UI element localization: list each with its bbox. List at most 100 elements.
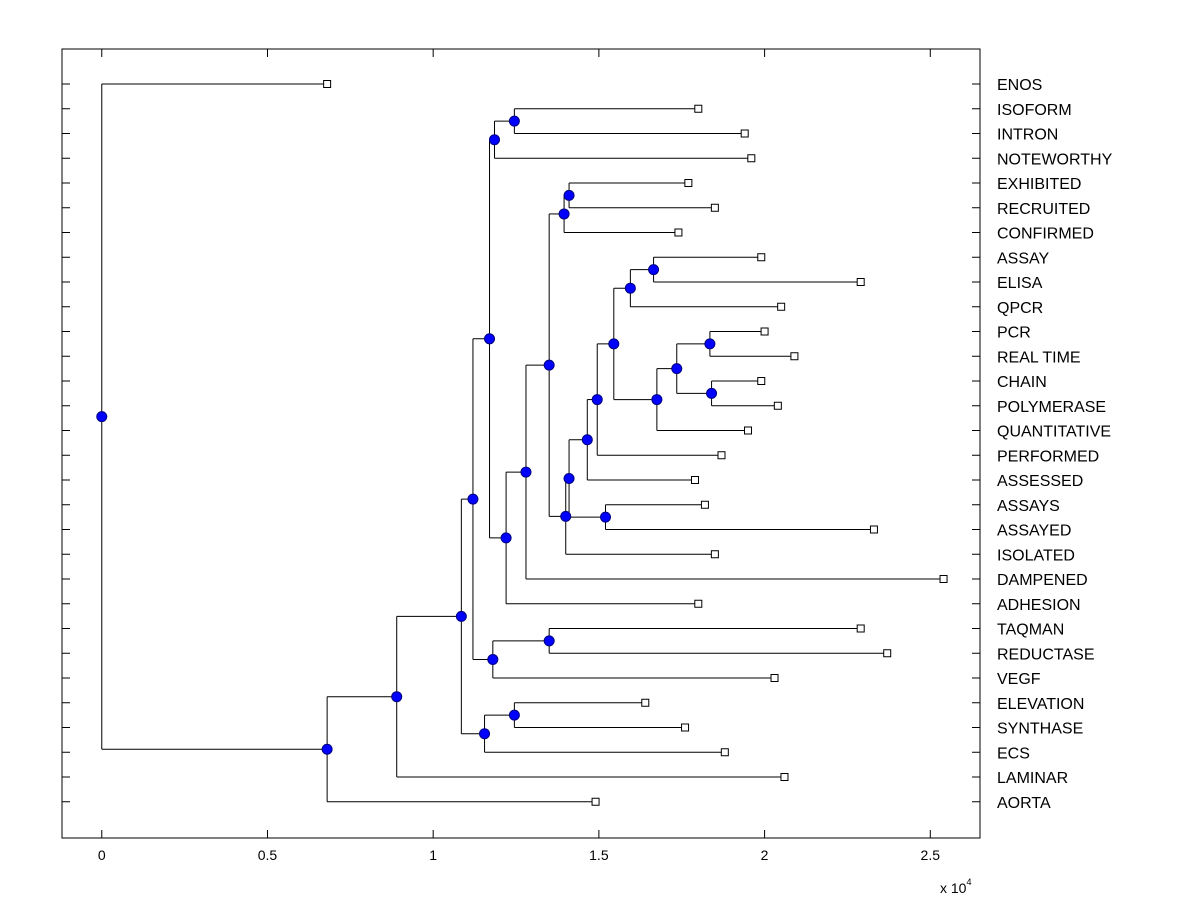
node-marker-n_dampened xyxy=(520,466,532,478)
node-marker-n_adhesion xyxy=(500,532,512,544)
leaf-label-taqman: TAQMAN xyxy=(997,622,1064,639)
leaf-marker-polymerase xyxy=(773,401,782,410)
leaf-label-adhesion: ADHESION xyxy=(997,597,1081,614)
leaf-label-pcr: PCR xyxy=(997,325,1031,342)
leaf-marker-pcr xyxy=(760,327,769,336)
leaf-markers xyxy=(323,80,948,806)
leaf-marker-adhesion xyxy=(694,599,703,608)
leaf-label-aorta: AORTA xyxy=(997,795,1051,812)
node-marker-n_chain_poly xyxy=(706,387,718,399)
node-marker-n_pcr_rt xyxy=(704,338,716,350)
leaf-marker-isoform xyxy=(694,104,703,113)
leaf-label-isoform: ISOFORM xyxy=(997,102,1072,119)
node-marker-n_assessed_assays xyxy=(563,472,575,484)
leaf-marker-reductase xyxy=(883,649,892,658)
leaf-marker-ecs xyxy=(720,748,729,757)
leaf-label-dampened: DAMPENED xyxy=(997,572,1088,589)
node-marker-n_exh_rec xyxy=(563,189,575,201)
node-marker-n_assessed xyxy=(581,434,593,446)
node-marker-n_pcr_chain xyxy=(671,363,683,375)
leaf-marker-aorta xyxy=(591,797,600,806)
node-marker-n_upper xyxy=(484,333,496,345)
leaf-label-laminar: LAMINAR xyxy=(997,770,1068,787)
leaf-label-confirmed: CONFIRMED xyxy=(997,226,1094,243)
node-marker-n_iso_int xyxy=(508,115,520,127)
leaf-label-reductase: REDUCTASE xyxy=(997,646,1095,663)
x-tick-label: 0 xyxy=(98,847,106,863)
leaf-marker-elevation xyxy=(641,698,650,707)
leaf-marker-performed xyxy=(717,451,726,460)
dendrogram-links xyxy=(101,83,944,803)
node-marker-n_assays_assayed xyxy=(600,511,612,523)
node-marker-n_taq_red xyxy=(543,635,555,647)
x-tick-label: 1.5 xyxy=(589,847,609,863)
x-tick-label: 1 xyxy=(429,847,437,863)
leaf-marker-enos xyxy=(323,80,332,88)
leaf-marker-dampened xyxy=(939,575,948,583)
node-marker-n_isolated xyxy=(560,510,572,522)
node-marker-n_performed xyxy=(591,394,603,406)
leaf-label-exhibited: EXHIBITED xyxy=(997,176,1081,193)
node-marker-n_qpcr xyxy=(624,282,636,294)
leaf-marker-assessed xyxy=(690,476,699,484)
leaf-label-elisa: ELISA xyxy=(997,275,1043,292)
leaf-label-intron: INTRON xyxy=(997,127,1058,144)
leaf-label-quantitative: QUANTITATIVE xyxy=(997,424,1111,441)
leaf-label-vegf: VEGF xyxy=(997,671,1041,688)
merge-nodes xyxy=(96,115,718,755)
node-marker-n_elev_syn xyxy=(508,709,520,721)
leaf-marker-assay xyxy=(757,253,766,262)
leaf-marker-confirmed xyxy=(674,228,683,237)
node-marker-n_mid xyxy=(455,610,467,622)
node-marker-n_noteworthy xyxy=(488,134,500,146)
node-marker-n_assay_elisa xyxy=(648,264,660,276)
leaf-label-elevation: ELEVATION xyxy=(997,696,1084,713)
leaf-label-recruited: RECRUITED xyxy=(997,201,1090,218)
axis-ticks xyxy=(62,49,980,838)
node-marker-n_quant xyxy=(651,394,663,406)
leaf-marker-intron xyxy=(740,129,749,138)
leaf-label-synthase: SYNTHASE xyxy=(997,721,1083,738)
leaf-label-assays: ASSAYS xyxy=(997,498,1060,515)
leaf-marker-synthase xyxy=(681,723,690,732)
leaf-marker-noteworthy xyxy=(747,154,756,163)
leaf-marker-laminar xyxy=(780,773,789,781)
x-tick-label: 0.5 xyxy=(258,847,278,863)
leaf-label-assayed: ASSAYED xyxy=(997,523,1071,540)
node-marker-n_vegf xyxy=(487,653,499,665)
leaf-label-chain: CHAIN xyxy=(997,374,1047,391)
leaf-marker-isolated xyxy=(710,550,719,559)
node-marker-n_qpcr_quant xyxy=(608,338,620,350)
x-tick-label: 2.5 xyxy=(921,847,941,863)
leaf-label-isolated: ISOLATED xyxy=(997,547,1075,564)
leaf-marker-recruited xyxy=(710,203,719,212)
node-marker-n_laminar xyxy=(391,691,403,703)
node-marker-n_aorta xyxy=(321,743,333,755)
leaf-label-assessed: ASSESSED xyxy=(997,473,1083,490)
leaf-marker-qpcr xyxy=(777,302,786,311)
node-marker-root xyxy=(96,411,108,423)
leaf-label-assay: ASSAY xyxy=(997,250,1050,267)
leaf-marker-taqman xyxy=(856,624,865,633)
leaf-marker-assayed xyxy=(869,525,878,534)
leaf-labels: ENOS ISOFORM INTRON NOTEWORTHY EXHIBITED RECR… xyxy=(997,77,1113,812)
leaf-label-enos: ENOS xyxy=(997,77,1042,94)
x-multiplier-label: x 104 xyxy=(940,877,971,896)
leaf-marker-exhibited xyxy=(684,179,693,187)
x-tick-label: 2 xyxy=(761,847,769,863)
x-tick-labels: 0 0.5 1 1.5 2 2.5 xyxy=(98,847,940,863)
node-marker-n_confirmed xyxy=(558,208,570,220)
leaf-marker-elisa xyxy=(856,278,865,286)
node-marker-n_confirmed_isolated xyxy=(543,359,555,371)
leaf-label-ecs: ECS xyxy=(997,745,1030,762)
node-marker-n_ecs xyxy=(479,728,491,740)
leaf-marker-chain xyxy=(757,377,766,385)
leaf-marker-assays xyxy=(700,500,709,509)
leaf-marker-real-time xyxy=(790,352,799,361)
node-marker-n_upper_vegf xyxy=(467,493,479,505)
leaf-marker-quantitative xyxy=(744,426,753,435)
leaf-label-performed: PERFORMED xyxy=(997,448,1099,465)
leaf-marker-vegf xyxy=(770,674,779,682)
plot-frame xyxy=(61,48,981,839)
